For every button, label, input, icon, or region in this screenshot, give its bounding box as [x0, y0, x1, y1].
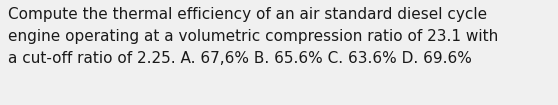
Text: Compute the thermal efficiency of an air standard diesel cycle
engine operating : Compute the thermal efficiency of an air…: [8, 7, 499, 66]
